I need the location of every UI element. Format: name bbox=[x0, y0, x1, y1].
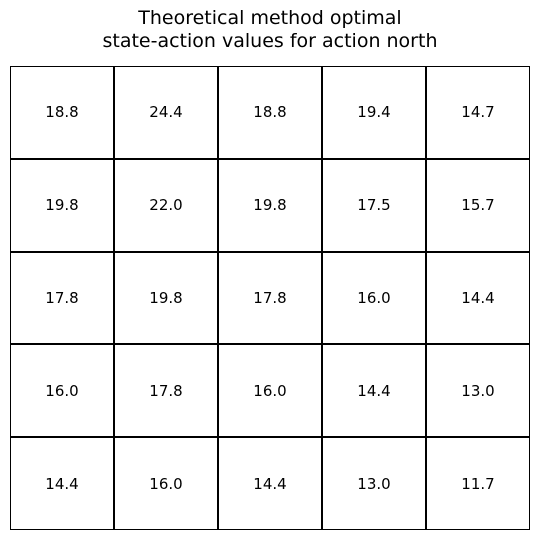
grid-cell-value: 22.0 bbox=[149, 196, 183, 215]
grid-cell-value: 18.8 bbox=[253, 103, 287, 122]
grid-vertical-line bbox=[113, 66, 115, 530]
grid-cell-value: 14.4 bbox=[45, 474, 79, 493]
grid-cell-value: 14.7 bbox=[461, 103, 495, 122]
grid-cell-value: 13.0 bbox=[357, 474, 391, 493]
grid-cell-value: 16.0 bbox=[45, 381, 79, 400]
grid-horizontal-line bbox=[10, 436, 530, 439]
chart-title-line-2: state-action values for action north bbox=[102, 30, 438, 52]
grid-cell-value: 16.0 bbox=[253, 381, 287, 400]
grid-cell-value: 13.0 bbox=[461, 381, 495, 400]
grid-cell-value: 16.0 bbox=[357, 288, 391, 307]
grid-cell-value: 17.8 bbox=[149, 381, 183, 400]
grid-cell-value: 19.4 bbox=[357, 103, 391, 122]
grid-horizontal-line bbox=[10, 157, 530, 160]
grid-cell-value: 15.7 bbox=[461, 196, 495, 215]
grid-cell-value: 19.8 bbox=[149, 288, 183, 307]
grid-cell-value: 24.4 bbox=[149, 103, 183, 122]
grid-vertical-line bbox=[425, 66, 427, 530]
grid-cell-value: 19.8 bbox=[45, 196, 79, 215]
grid-cell-value: 19.8 bbox=[253, 196, 287, 215]
grid-cell-value: 18.8 bbox=[45, 103, 79, 122]
value-grid bbox=[10, 66, 530, 530]
grid-horizontal-line bbox=[10, 343, 530, 346]
grid-cell-value: 14.4 bbox=[253, 474, 287, 493]
grid-cell-value: 17.5 bbox=[357, 196, 391, 215]
grid-vertical-line bbox=[321, 66, 323, 530]
grid-vertical-line bbox=[217, 66, 219, 530]
chart-title-line-1: Theoretical method optimal bbox=[138, 7, 402, 29]
grid-cell-value: 17.8 bbox=[45, 288, 79, 307]
grid-cell-value: 14.4 bbox=[461, 288, 495, 307]
grid-cell-value: 16.0 bbox=[149, 474, 183, 493]
grid-cell-value: 14.4 bbox=[357, 381, 391, 400]
chart-title: Theoretical method optimal state-action … bbox=[0, 7, 540, 53]
grid-cell-value: 17.8 bbox=[253, 288, 287, 307]
grid-horizontal-line bbox=[10, 250, 530, 253]
grid-cell-value: 11.7 bbox=[461, 474, 495, 493]
